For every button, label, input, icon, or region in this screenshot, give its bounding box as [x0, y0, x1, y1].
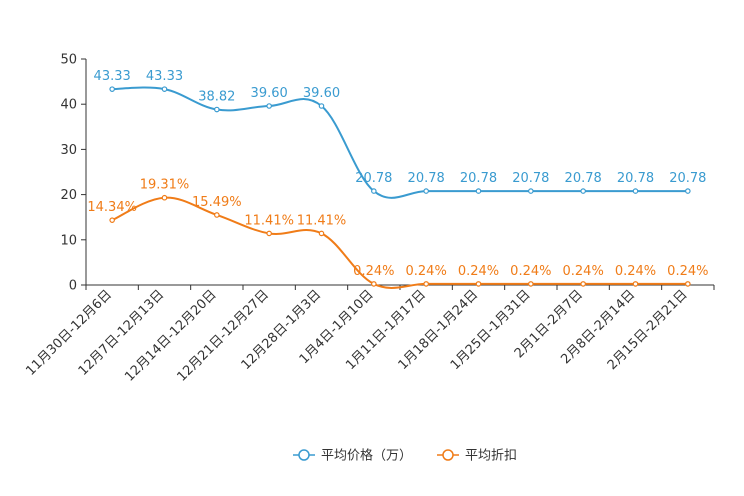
data-label: 15.49%	[192, 195, 242, 210]
y-tick-label: 30	[60, 143, 77, 158]
x-tick-label: 12月21日-12月27日	[175, 287, 272, 384]
data-label: 0.24%	[458, 264, 499, 279]
data-point[interactable]	[528, 281, 534, 287]
data-point[interactable]	[266, 103, 272, 109]
data-point[interactable]	[161, 86, 168, 92]
data-label: 20.78	[512, 171, 549, 186]
data-label: 38.82	[198, 90, 235, 105]
data-point[interactable]	[475, 281, 482, 287]
data-label: 39.60	[303, 86, 340, 101]
data-label: 43.33	[94, 69, 131, 84]
x-axis-ticks: 11月30日-12月6日12月7日-12月13日12月14日-12月20日12月…	[23, 285, 715, 385]
data-label: 0.24%	[667, 264, 708, 279]
series-line	[111, 196, 688, 289]
data-label: 0.24%	[406, 264, 447, 279]
legend: 平均价格（万） 平均折扣	[293, 448, 517, 464]
data-point[interactable]	[685, 188, 691, 194]
data-point[interactable]	[161, 194, 168, 201]
legend-item-1[interactable]: 平均价格（万）	[293, 448, 412, 464]
y-tick-label: 0	[69, 279, 77, 294]
data-point[interactable]	[214, 106, 220, 113]
data-point[interactable]	[318, 230, 325, 237]
y-tick-label: 10	[60, 233, 77, 248]
data-point[interactable]	[528, 188, 534, 194]
data-label: 20.78	[460, 171, 497, 186]
data-label: 11.41%	[244, 213, 294, 228]
y-tick-label: 50	[60, 53, 77, 68]
legend-label: 平均折扣	[465, 449, 517, 464]
data-label: 19.31%	[140, 178, 190, 193]
data-point[interactable]	[475, 188, 482, 194]
data-label: 0.24%	[510, 264, 551, 279]
data-point[interactable]	[109, 86, 115, 92]
data-point[interactable]	[109, 217, 115, 223]
data-point[interactable]	[371, 281, 377, 287]
data-label: 20.78	[355, 171, 392, 186]
legend-marker-icon	[442, 449, 454, 461]
data-point[interactable]	[685, 281, 691, 287]
legend-label: 平均价格（万）	[321, 448, 412, 464]
data-label: 20.78	[617, 171, 654, 186]
data-point[interactable]	[423, 281, 429, 287]
data-point[interactable]	[580, 281, 586, 287]
legend-item-2[interactable]: 平均折扣	[437, 449, 517, 464]
legend-marker-icon	[298, 449, 310, 461]
series-1: 43.33 43.33 38.82 39.60 39.60 20.78 20.78 20.78…	[94, 69, 706, 199]
data-label: 20.78	[669, 171, 706, 186]
x-tick-label: 11月30日-12月6日	[23, 287, 115, 379]
data-label: 11.41%	[297, 213, 347, 228]
data-label: 39.60	[251, 86, 288, 101]
data-point[interactable]	[214, 212, 220, 218]
data-label: 43.33	[146, 69, 183, 84]
data-point[interactable]	[318, 103, 325, 109]
data-label: 0.24%	[353, 264, 394, 279]
data-label: 0.24%	[563, 264, 604, 279]
data-point[interactable]	[580, 188, 586, 194]
data-label: 0.24%	[615, 264, 656, 279]
data-label: 20.78	[408, 171, 445, 186]
data-point[interactable]	[632, 281, 639, 287]
data-label: 20.78	[565, 171, 602, 186]
y-tick-label: 20	[60, 188, 77, 203]
data-point[interactable]	[371, 188, 377, 194]
data-point[interactable]	[632, 188, 639, 194]
data-point[interactable]	[423, 188, 429, 194]
y-tick-label: 40	[60, 98, 77, 113]
data-point[interactable]	[266, 230, 272, 237]
series-2: 14.34%19.31%15.49%11.41% 11.41%0.24% 0.24%…	[87, 178, 708, 289]
data-label: 14.34%	[87, 200, 137, 215]
y-axis-ticks: 0 10 20 30 40 50	[60, 53, 86, 294]
x-tick-label: 12月14日-12月20日	[122, 287, 219, 384]
